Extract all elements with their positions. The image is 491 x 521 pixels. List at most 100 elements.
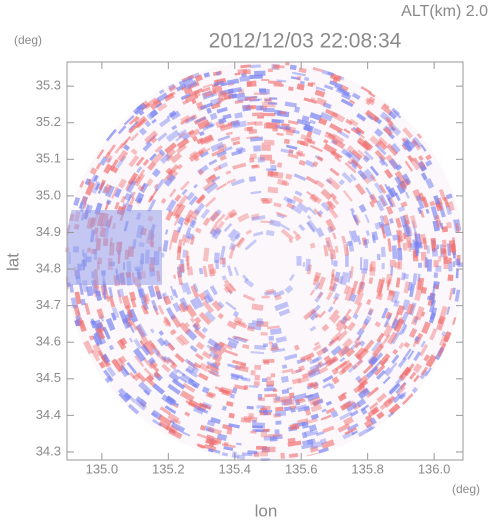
echo-cell bbox=[227, 208, 238, 219]
echo-cell bbox=[180, 118, 190, 126]
x-unit: (deg) bbox=[452, 482, 480, 496]
echo-cell bbox=[382, 334, 391, 344]
echo-cell bbox=[352, 214, 359, 224]
echo-cell bbox=[325, 200, 333, 209]
echo-cell bbox=[280, 228, 295, 241]
echo-cell bbox=[281, 398, 293, 406]
echo-cell bbox=[213, 252, 220, 264]
echo-cell bbox=[281, 375, 289, 383]
echo-cell bbox=[331, 197, 340, 206]
echo-cell bbox=[202, 247, 210, 262]
echo-cell bbox=[183, 217, 191, 226]
echo-cell bbox=[178, 322, 191, 335]
echo-cell bbox=[309, 381, 318, 388]
echo-cell bbox=[207, 448, 214, 453]
echo-cell bbox=[378, 155, 389, 168]
echo-cell bbox=[394, 262, 400, 269]
echo-cell bbox=[266, 380, 275, 387]
echo-cell bbox=[187, 129, 195, 136]
echo-cell bbox=[316, 155, 324, 162]
echo-cell bbox=[341, 171, 353, 184]
echo-cell bbox=[225, 401, 234, 407]
echo-cell bbox=[267, 171, 279, 177]
echo-cell bbox=[237, 147, 246, 154]
echo-cell bbox=[117, 125, 127, 135]
echo-cell bbox=[189, 219, 197, 229]
echo-cell bbox=[388, 382, 401, 395]
echo-cell bbox=[286, 198, 293, 205]
echo-cell bbox=[359, 257, 363, 271]
echo-cell bbox=[309, 325, 317, 332]
echo-cell bbox=[276, 132, 284, 136]
echo-cell bbox=[307, 82, 314, 88]
echo-cell bbox=[417, 277, 425, 291]
echo-cell bbox=[342, 416, 354, 426]
echo-cell bbox=[314, 341, 320, 347]
echo-cell bbox=[264, 97, 273, 103]
echo-cell bbox=[309, 445, 319, 453]
echo-cell bbox=[273, 64, 285, 69]
echo-cell bbox=[218, 117, 227, 125]
echo-cell bbox=[370, 261, 376, 272]
echo-cell bbox=[195, 194, 206, 205]
echo-cell bbox=[154, 144, 163, 153]
echo-cell bbox=[181, 132, 191, 141]
echo-cell bbox=[111, 186, 119, 199]
echo-cell bbox=[283, 399, 295, 407]
echo-cell bbox=[358, 340, 366, 347]
echo-cell bbox=[281, 180, 290, 187]
echo-cell bbox=[250, 136, 263, 142]
echo-cell bbox=[318, 310, 326, 319]
echo-cell bbox=[404, 363, 415, 376]
echo-cell bbox=[242, 274, 249, 282]
echo-cell bbox=[257, 156, 265, 163]
echo-cell bbox=[199, 424, 207, 431]
echo-cell bbox=[123, 115, 135, 126]
echo-cell bbox=[285, 173, 293, 180]
echo-cell bbox=[235, 146, 244, 152]
echo-cell bbox=[294, 190, 303, 197]
echo-cell bbox=[84, 302, 91, 315]
echo-cell bbox=[447, 200, 455, 212]
echo-cell bbox=[189, 87, 204, 97]
echo-cell bbox=[281, 388, 290, 395]
echo-cell bbox=[201, 299, 215, 314]
echo-cell bbox=[297, 376, 310, 384]
echo-cell bbox=[182, 249, 187, 258]
echo-cell bbox=[256, 318, 263, 324]
echo-cell bbox=[251, 213, 260, 220]
echo-cell bbox=[196, 433, 211, 441]
echo-cell bbox=[222, 146, 233, 152]
echo-cell bbox=[312, 160, 319, 168]
echo-cell bbox=[138, 109, 145, 116]
echo-cell bbox=[349, 99, 356, 105]
echo-cell bbox=[104, 375, 113, 384]
echo-cell bbox=[397, 239, 402, 251]
echo-cell bbox=[303, 97, 318, 104]
echo-cell bbox=[210, 102, 221, 110]
echo-cell bbox=[183, 282, 192, 295]
y-tick-label: 34.9 bbox=[36, 224, 61, 239]
echo-cell bbox=[226, 265, 233, 277]
echo-cell bbox=[251, 320, 264, 326]
echo-cell bbox=[396, 230, 404, 242]
echo-cell bbox=[306, 219, 318, 232]
echo-cell bbox=[346, 423, 359, 432]
echo-cell bbox=[168, 110, 177, 118]
echo-cell bbox=[443, 244, 447, 253]
echo-cell bbox=[304, 408, 312, 416]
echo-cell bbox=[78, 202, 83, 209]
echo-cell bbox=[425, 257, 428, 268]
echo-cell bbox=[263, 122, 278, 129]
echo-cell bbox=[365, 366, 379, 379]
echo-cell bbox=[176, 83, 187, 92]
echo-cell bbox=[309, 194, 319, 203]
echo-cell bbox=[300, 134, 313, 143]
echo-cell bbox=[257, 393, 263, 400]
echo-cell bbox=[269, 327, 282, 336]
echo-cell bbox=[175, 135, 183, 142]
echo-cell bbox=[149, 109, 158, 118]
echo-cell bbox=[128, 337, 134, 343]
echo-cell bbox=[180, 114, 191, 123]
echo-cell bbox=[340, 271, 349, 286]
